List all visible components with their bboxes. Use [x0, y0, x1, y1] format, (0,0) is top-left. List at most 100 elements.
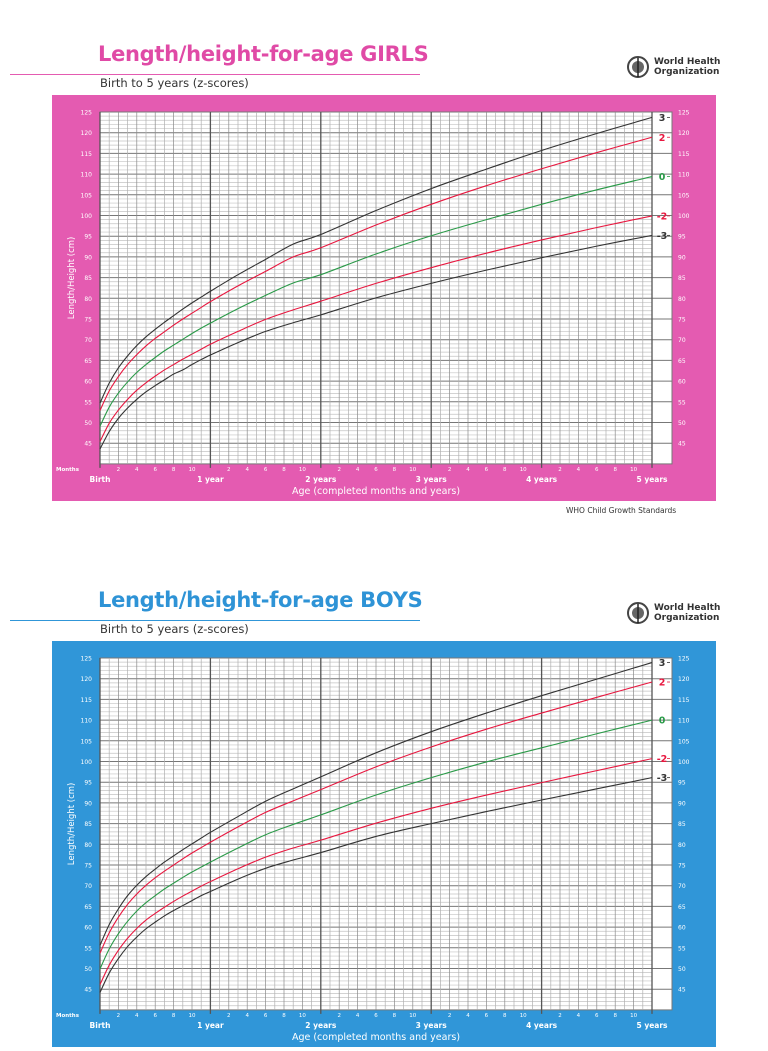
series-line-z-3 — [99, 234, 653, 450]
y-tick-label-right: 50 — [678, 420, 686, 427]
month-tick-label: 10 — [189, 467, 196, 473]
month-tick-label: 8 — [172, 1013, 176, 1019]
y-tick-label-left: 110 — [81, 718, 93, 725]
y-tick-label-right: 110 — [678, 172, 690, 179]
y-tick-label-left: 45 — [84, 987, 92, 994]
month-tick-label: 8 — [613, 1013, 617, 1019]
year-label: 1 year — [197, 1021, 224, 1030]
y-tick-label-left: 120 — [81, 676, 93, 683]
y-tick-label-right: 75 — [678, 317, 686, 324]
month-tick-label: 8 — [172, 467, 176, 473]
y-tick-label-right: 95 — [678, 234, 686, 241]
month-tick-label: 8 — [393, 1013, 397, 1019]
logo-line-1: World Health — [654, 603, 721, 613]
y-axis-title: Length/Height (cm) — [67, 237, 77, 320]
grid — [99, 112, 672, 468]
y-tick-label-right: 80 — [678, 296, 686, 303]
who-emblem-icon — [627, 56, 649, 78]
y-tick-label-left: 90 — [84, 254, 92, 261]
month-tick-label: 2 — [337, 1013, 341, 1019]
y-tick-label-right: 70 — [678, 883, 686, 890]
year-label: 1 year — [197, 475, 224, 484]
y-tick-label-left: 100 — [81, 759, 93, 766]
year-label: 4 years — [526, 1021, 558, 1030]
series-line-z-2 — [99, 758, 653, 985]
month-tick-label: 6 — [153, 1013, 157, 1019]
month-tick-label: 6 — [374, 467, 378, 473]
month-tick-label: 2 — [117, 1013, 121, 1019]
month-tick-label: 10 — [189, 1013, 196, 1019]
series-label-z-2: -2 — [657, 211, 668, 222]
y-tick-label-left: 115 — [81, 151, 93, 158]
year-label: 5 years — [636, 1021, 668, 1030]
x-axis-title: Age (completed months and years) — [292, 1032, 460, 1043]
y-tick-label-right: 100 — [678, 759, 690, 766]
month-tick-label: 4 — [245, 1013, 249, 1019]
series-line-z-3 — [99, 777, 653, 993]
y-tick-label-right: 115 — [678, 151, 690, 158]
month-tick-label: 4 — [577, 1013, 581, 1019]
y-tick-label-left: 85 — [84, 275, 92, 282]
month-tick-label: 10 — [630, 467, 637, 473]
plot-area — [99, 111, 673, 465]
month-tick-label: 8 — [282, 1013, 286, 1019]
month-tick-label: 2 — [558, 1013, 562, 1019]
footer-credit: WHO Child Growth Standards — [566, 506, 677, 515]
series-label-z-3: -3 — [657, 773, 668, 784]
y-tick-label-left: 100 — [81, 213, 93, 220]
y-tick-label-right: 80 — [678, 842, 686, 849]
y-tick-label-left: 115 — [81, 697, 93, 704]
y-tick-label-right: 45 — [678, 441, 686, 448]
series-line-z0 — [99, 176, 653, 427]
logo-line-1: World Health — [654, 57, 721, 67]
year-label: 3 years — [416, 1021, 448, 1030]
y-tick-label-right: 95 — [678, 780, 686, 787]
month-tick-label: 10 — [409, 467, 416, 473]
y-tick-label-right: 120 — [678, 676, 690, 683]
y-tick-label-right: 65 — [678, 904, 686, 911]
month-tick-label: 10 — [520, 467, 527, 473]
y-tick-label-right: 115 — [678, 697, 690, 704]
year-label: 2 years — [305, 475, 337, 484]
y-axis-title: Length/Height (cm) — [67, 783, 77, 866]
month-tick-label: 2 — [227, 1013, 231, 1019]
year-label: 5 years — [636, 475, 668, 484]
y-tick-label-left: 55 — [84, 945, 92, 952]
month-tick-label: 10 — [299, 1013, 306, 1019]
month-tick-label: 10 — [409, 1013, 416, 1019]
month-tick-label: 2 — [558, 467, 562, 473]
y-tick-label-left: 80 — [84, 296, 92, 303]
year-label: Birth — [90, 1021, 111, 1030]
girls-title-rule — [10, 74, 420, 75]
y-tick-label-left: 75 — [84, 317, 92, 324]
series-line-z0 — [99, 719, 653, 970]
month-tick-label: 4 — [356, 467, 360, 473]
y-tick-label-left: 45 — [84, 441, 92, 448]
series-label-z2: 2 — [659, 133, 666, 144]
month-tick-label: 4 — [245, 467, 249, 473]
who-logo: World Health Organization — [626, 55, 720, 79]
y-tick-label-right: 65 — [678, 358, 686, 365]
months-label: Months — [56, 467, 80, 473]
y-tick-label-right: 70 — [678, 337, 686, 344]
series-line-z2 — [99, 136, 653, 411]
logo-line-2: Organization — [654, 613, 720, 623]
girls-chart-title: Length/height-for-age GIRLS — [98, 42, 429, 66]
month-tick-label: 6 — [485, 1013, 489, 1019]
month-tick-label: 2 — [448, 467, 452, 473]
month-tick-label: 10 — [630, 1013, 637, 1019]
year-label: 4 years — [526, 475, 558, 484]
y-tick-label-left: 95 — [84, 234, 92, 241]
month-tick-label: 4 — [577, 467, 581, 473]
month-tick-label: 6 — [485, 467, 489, 473]
boys-title-rule — [10, 620, 420, 621]
month-tick-label: 6 — [264, 467, 268, 473]
y-tick-label-right: 85 — [678, 821, 686, 828]
y-tick-label-left: 95 — [84, 780, 92, 787]
y-tick-label-left: 125 — [81, 110, 93, 117]
month-tick-label: 10 — [299, 467, 306, 473]
month-tick-label: 2 — [227, 467, 231, 473]
series-label-z-2: -2 — [657, 754, 668, 765]
month-tick-label: 6 — [595, 467, 599, 473]
